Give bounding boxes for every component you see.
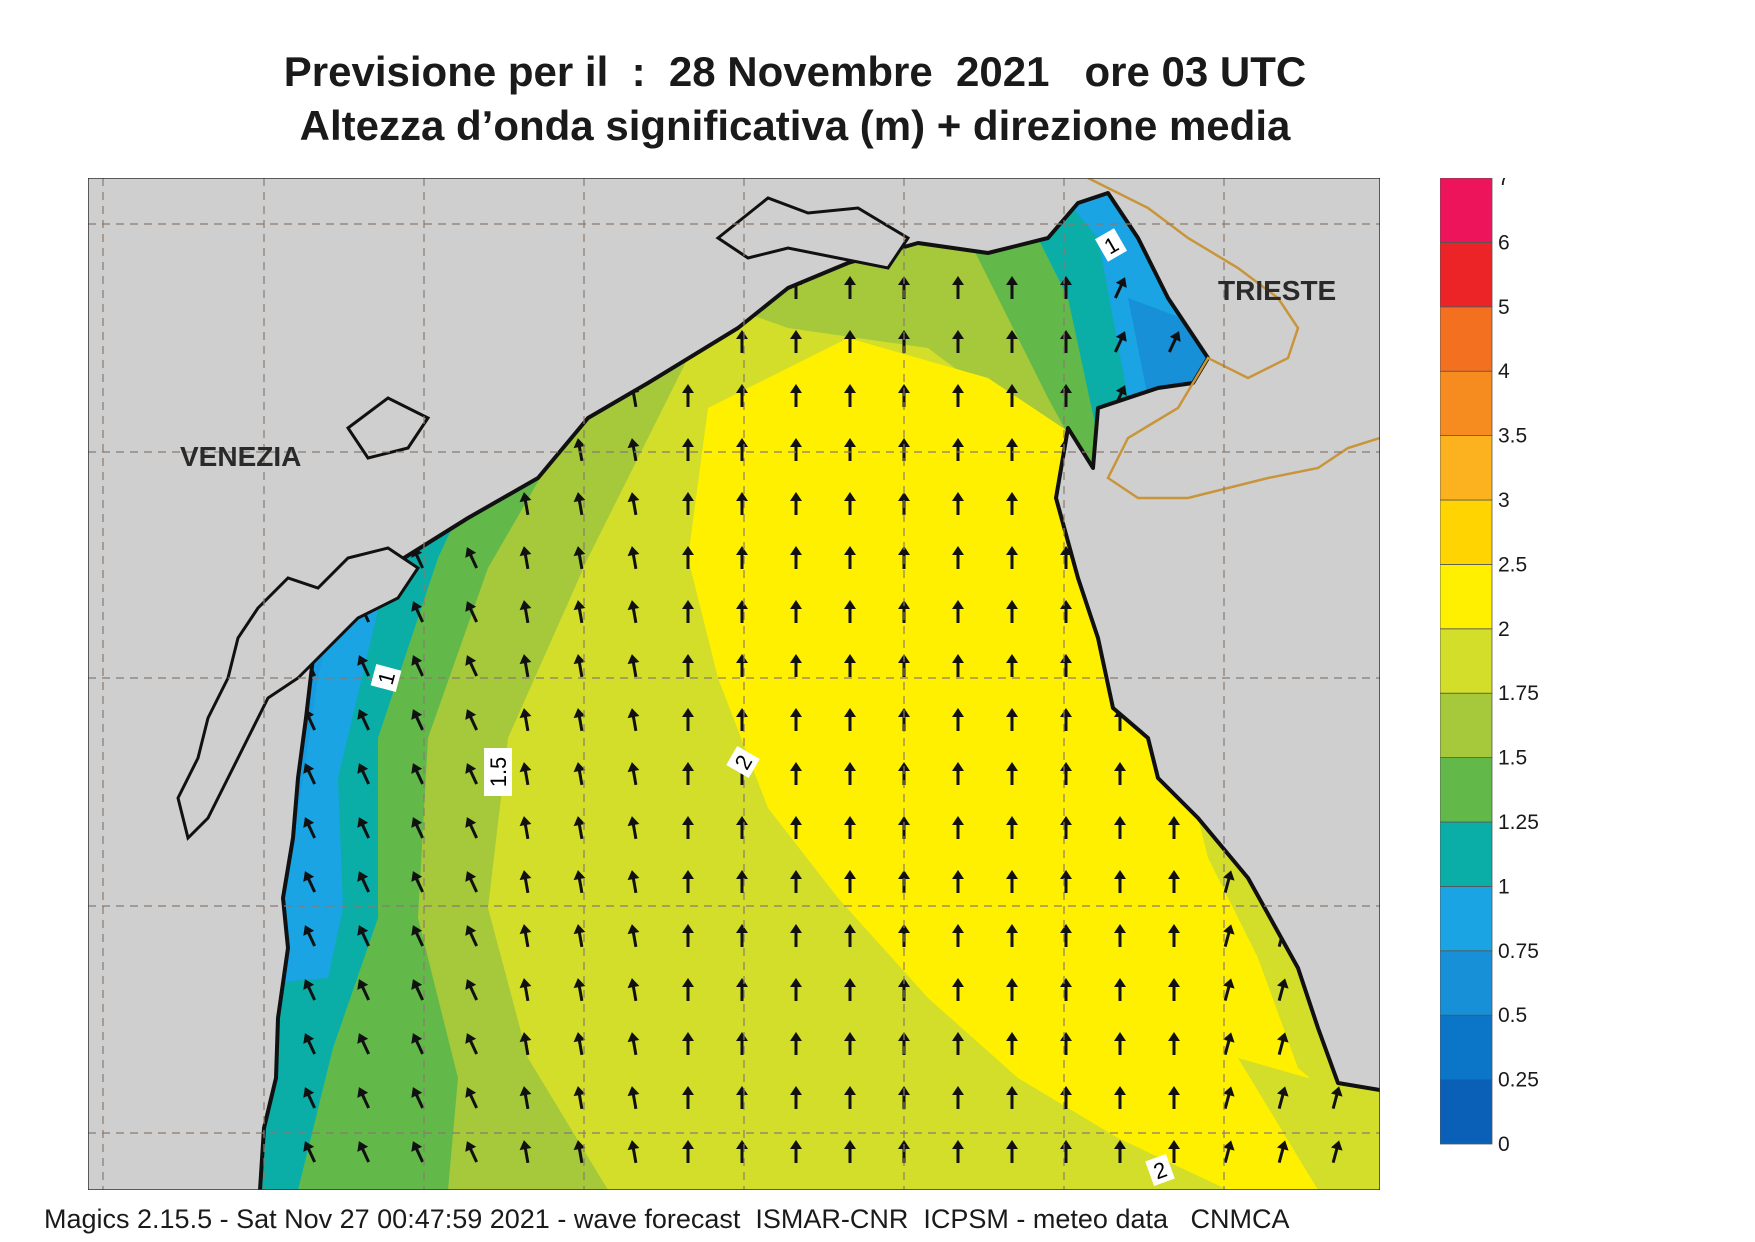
legend-label: 3	[1498, 489, 1510, 512]
band-2	[688, 338, 1380, 1190]
graticule	[88, 178, 1380, 1190]
legend-label: 0.75	[1498, 940, 1539, 963]
legend-swatch	[1440, 757, 1493, 823]
legend-label: 1.25	[1498, 811, 1539, 834]
grado-lagoon-islands	[715, 196, 911, 270]
legend-label: 2	[1498, 618, 1510, 641]
legend-swatch	[1440, 821, 1493, 887]
contour-labels: 1 1 1.5 2 2	[370, 228, 1175, 1186]
coastline	[258, 191, 1380, 1190]
legend-label: 5	[1498, 296, 1510, 319]
legend-swatch	[1440, 242, 1493, 308]
legend-swatch	[1440, 306, 1493, 372]
title-line-2: Altezza d’onda significativa (m) + direz…	[299, 102, 1291, 149]
legend-swatch	[1440, 628, 1493, 694]
title-line-1: Previsione per il : 28 Novembre 2021 ore…	[283, 48, 1307, 95]
city-label-trieste: TRIESTE	[1218, 275, 1336, 306]
legend-swatch	[1440, 563, 1493, 630]
legend-swatch	[1440, 692, 1493, 759]
legend-label: 6	[1498, 231, 1510, 254]
legend-swatch	[1440, 178, 1493, 243]
legend-label: 1.75	[1498, 682, 1539, 705]
legend-label: 7	[1498, 178, 1510, 190]
footer-credits: Magics 2.15.5 - Sat Nov 27 00:47:59 2021…	[44, 1204, 1290, 1234]
legend-label: 0	[1498, 1133, 1510, 1156]
legend-swatch	[1440, 435, 1493, 501]
legend-swatch	[1440, 499, 1493, 565]
venice-lagoon-islands	[176, 546, 421, 841]
legend-swatch	[1440, 1079, 1493, 1145]
legend-swatch	[1440, 886, 1493, 952]
legend-label: 3.5	[1498, 425, 1527, 448]
contour-label: 1.5	[486, 757, 511, 788]
legend-label: 1.5	[1498, 747, 1527, 770]
national-border	[1087, 178, 1380, 500]
legend-swatch	[1440, 370, 1493, 436]
legend-swatch	[1440, 1014, 1493, 1081]
legend-label: 0.25	[1498, 1069, 1539, 1092]
legend-label: 0.5	[1498, 1004, 1527, 1027]
legend-swatch	[1440, 950, 1493, 1016]
wave-height-map: 1 1 1.5 2 2 VENEZIA TRIESTE	[88, 178, 1380, 1190]
legend-label: 1	[1498, 875, 1510, 898]
legend-label: 4	[1498, 360, 1510, 383]
city-label-venezia: VENEZIA	[180, 441, 301, 472]
legend-label: 2.5	[1498, 553, 1527, 576]
color-legend: 0 0.25 0.5 0.75 1 1.25 1.5 1.75 2 2.5 3 3.5 4 5 6 7	[1440, 178, 1539, 1156]
